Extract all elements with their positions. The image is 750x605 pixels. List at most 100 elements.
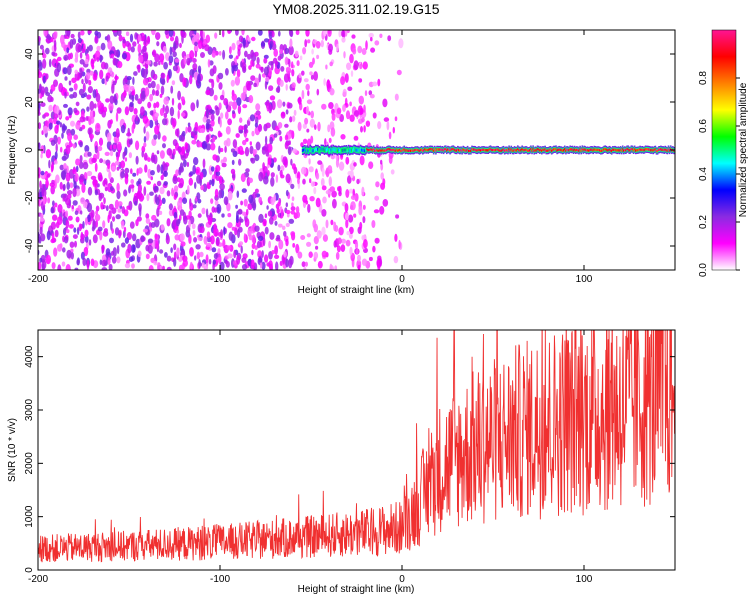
spectrogram-cell [220,112,224,119]
spectrogram-signal [501,148,504,152]
spectrogram-signal [387,148,389,151]
spectrogram-cell [398,239,401,250]
spectrogram-cell [72,91,78,99]
spectrogram-cell [200,52,205,58]
spectrogram-cell [162,163,168,173]
spectrogram-cell [90,209,95,219]
spectrogram-cell [147,101,152,109]
spectrogram-cell [51,232,55,242]
spectrogram-cell [309,178,312,184]
spectrogram-cell [206,108,209,119]
spectrogram-signal [475,149,478,152]
spectrogram-cell [266,205,269,210]
spectrogram-cell [284,141,289,150]
spectrogram-cell [74,210,79,215]
spectrogram-cell [117,30,122,37]
spectrogram-cell [359,63,363,69]
spectrogram-cell [113,58,118,66]
spectrogram-cell [252,191,257,199]
spectrogram-cell [61,261,66,267]
spectrogram-cell [192,164,196,175]
spectrogram-cell [117,201,123,207]
spectrogram-cell [204,44,210,52]
spectrogram-signal [605,148,608,151]
spectrogram-cell [288,140,291,146]
spectrogram-cell [155,89,160,97]
spectrogram-cell [304,39,308,48]
spectrogram-cell [358,205,363,216]
spectrogram-cell [202,31,205,40]
spectrogram-cell [262,166,268,174]
spectrogram-cell [347,175,352,184]
spectrogram-cell [300,235,306,240]
spectrogram-signal [542,148,544,151]
spectrogram-cell [303,266,307,270]
spectrogram-cell [178,257,183,262]
spectrogram-signal [643,148,646,152]
spectrogram-cell [278,30,281,37]
spectrogram-signal [531,149,533,152]
spectrogram-signal [519,149,521,152]
spectrogram-cell [377,121,382,130]
spectrogram-cell [129,101,134,108]
spectrogram-cell [201,207,206,215]
spectrogram-cell [72,234,78,240]
spectrogram-cell [269,95,276,101]
spectrogram-cell [276,234,281,240]
spectrogram-cell [205,104,210,112]
spectrogram-cell [89,133,94,140]
spectrogram-signal [562,149,565,152]
spectrogram-cell [221,162,227,168]
spectrogram-cell [79,179,84,185]
spectrogram-signal [635,149,637,152]
spectrogram-cell [234,76,241,86]
spectrogram-cell [357,45,363,54]
spectrogram-cell [302,138,308,144]
spectrogram-cell [203,235,208,245]
spectrogram-cell [154,124,160,135]
spectrogram-cell [178,183,184,189]
spectrogram-cell [268,103,273,114]
spectrogram-signal [452,147,455,151]
spectrogram-cell [274,245,278,256]
spectrogram-cell [84,229,89,237]
spectrogram-signal [347,147,350,151]
spectrogram-signal [520,149,522,152]
spectrogram-cell [81,78,84,85]
spectrogram-cell [353,213,357,218]
spectrogram-cell [40,153,43,159]
spectrogram-cell [38,167,41,177]
spectrogram-cell [228,54,233,59]
spectrogram-cell [242,104,248,109]
spectrogram-signal [478,148,481,152]
spectrogram-cell [305,83,310,91]
spectrogram-signal [613,148,615,152]
spectrogram-cell [170,247,173,254]
spectrogram-cell [295,243,300,254]
spectrogram-cell [223,98,229,106]
spectrogram-cell [72,143,76,149]
spectrogram-signal [434,148,436,151]
spectrogram-cell [160,59,164,65]
spectrogram-cell [322,196,327,204]
spectrogram-signal [483,148,485,151]
spectrogram-cell [121,206,126,214]
spectrogram-cell [345,218,349,229]
spectrogram-cell [84,217,88,226]
spectrogram-cell [368,32,374,38]
spectrogram-cell [56,62,62,73]
spectrogram-cell [271,250,275,255]
spectrogram-cell [101,267,108,270]
spectrogram-cell [194,41,198,47]
spectrogram-signal [590,148,592,151]
spectrogram-cell [41,183,45,194]
spectrogram-signal [494,149,496,152]
spectrogram-cell [213,207,218,213]
spectrogram-signal [645,148,648,151]
spectrogram-cell [70,33,75,39]
spectrogram-cell [162,265,165,270]
spectrogram-signal [311,149,314,153]
spectrogram-cell [244,50,248,58]
spectrogram-signal [362,148,364,152]
spectrogram-cell [210,198,214,205]
